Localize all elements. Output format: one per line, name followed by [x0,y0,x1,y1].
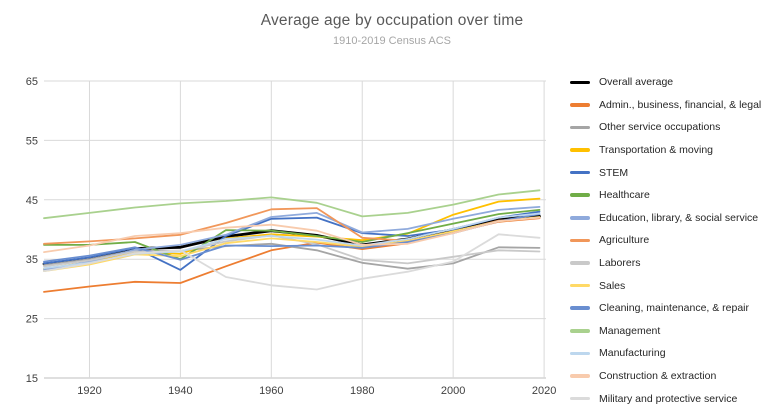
chart-legend: Overall average Admin., business, financi… [570,71,780,410]
legend-label: Overall average [599,76,674,89]
legend-label: Cleaning, maintenance, & repair [599,302,750,315]
y-tick-label: 65 [26,76,38,88]
line-chart-plot-area: 15 25 35 45 55 65 1920 1940 1960 1980 2000 2020 [26,76,557,397]
legend-label: Construction & extraction [599,370,717,383]
legend-item: Laborers [570,252,780,275]
x-tick-label: 2020 [532,385,556,397]
legend-swatch [570,306,590,311]
legend-item: Education, library, & social service [570,207,780,230]
legend-label: Healthcare [599,189,650,202]
legend-item: Military and protective service [570,387,780,410]
legend-swatch [570,216,590,220]
legend-item: STEM [570,161,780,184]
legend-label: STEM [599,166,629,179]
legend-item: Healthcare [570,184,780,207]
legend-swatch [570,261,590,265]
y-tick-label: 35 [26,254,38,266]
x-tick-label: 1940 [168,385,192,397]
legend-label: Laborers [599,257,641,270]
legend-swatch [570,148,590,152]
legend-item: Admin., business, financial, & legal [570,94,780,117]
chart-title: Average age by occupation over time [260,12,524,29]
series-line [43,208,541,261]
legend-label: Management [599,324,661,337]
legend-label: Military and protective service [599,392,738,405]
legend-label: Sales [599,279,626,292]
x-tick-label: 1960 [259,385,283,397]
y-tick-label: 55 [26,135,38,147]
legend-label: Manufacturing [599,347,666,360]
x-tick-label: 1980 [350,385,374,397]
legend-item: Transportation & moving [570,139,780,162]
legend-item: Construction & extraction [570,365,780,388]
series-line [43,189,541,220]
chart-header: Average age by occupation over time 1910… [0,12,784,47]
legend-swatch [570,374,590,378]
legend-swatch [570,103,590,107]
legend-item: Sales [570,274,780,297]
legend-label: Admin., business, financial, & legal [599,98,762,111]
legend-item: Overall average [570,71,780,94]
legend-item: Management [570,320,780,343]
legend-item: Manufacturing [570,342,780,365]
series-line [43,216,541,254]
series-line [43,205,541,271]
legend-item: Agriculture [570,229,780,252]
legend-swatch [570,80,590,85]
series-line [43,233,541,291]
legend-swatch [570,193,590,198]
legend-swatch [570,351,590,356]
legend-swatch [570,329,590,333]
x-tick-label: 1920 [77,385,101,397]
legend-item: Other service occupations [570,116,780,139]
legend-label: Education, library, & social service [599,211,759,224]
legend-swatch [570,170,590,175]
legend-label: Transportation & moving [599,144,713,157]
chart-subtitle: 1910-2019 Census ACS [332,35,452,47]
y-tick-label: 15 [26,373,38,385]
legend-label: Other service occupations [599,121,721,134]
legend-swatch [570,238,590,243]
legend-label: Agriculture [599,234,650,247]
legend-item: Cleaning, maintenance, & repair [570,297,780,320]
y-tick-label: 45 [26,195,38,207]
legend-swatch [570,396,590,401]
x-tick-label: 2000 [441,385,465,397]
legend-swatch [570,125,590,130]
legend-swatch [570,283,590,288]
y-tick-label: 25 [26,314,38,326]
